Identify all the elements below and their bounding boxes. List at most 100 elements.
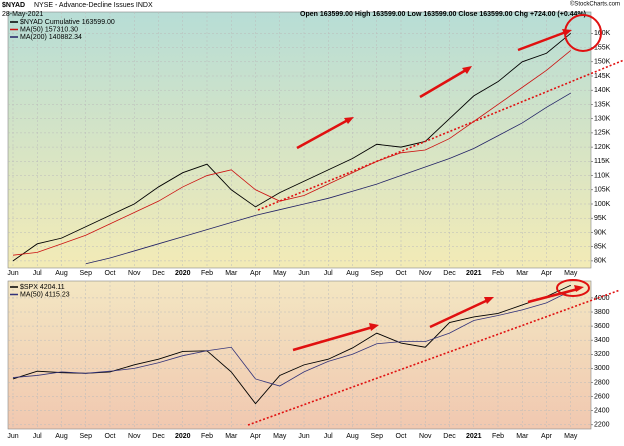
- x-tick-label: Mar: [225, 433, 238, 440]
- arrowhead: [369, 323, 379, 331]
- series-line: [12, 32, 572, 262]
- x-tick-label: Jul: [33, 270, 42, 277]
- x-tick-label: Feb: [492, 433, 504, 440]
- y-tick-label: 150K: [594, 59, 611, 66]
- y-tick-label: 2600: [594, 393, 610, 400]
- x-tick-label: Apr: [250, 433, 262, 440]
- x-tick-label: Jul: [324, 270, 333, 277]
- arrowhead: [562, 29, 572, 36]
- arrow: [419, 68, 467, 99]
- x-tick-label: Feb: [201, 433, 213, 440]
- y-tick-label: 3400: [594, 337, 610, 344]
- y-tick-label: 160K: [594, 30, 611, 37]
- y-tick-label: 135K: [594, 101, 611, 108]
- x-tick-label: 2020: [175, 433, 191, 440]
- y-tick-label: 3600: [594, 323, 610, 330]
- x-tick-label: 2021: [466, 433, 482, 440]
- series-line: [12, 290, 571, 387]
- x-tick-label: 2020: [175, 270, 191, 277]
- x-tick-label: Aug: [346, 433, 359, 440]
- highlight-circle: [556, 279, 590, 297]
- x-tick-label: May: [564, 433, 578, 440]
- panel-bottom: [7, 280, 592, 430]
- legend-label: MA(50) 4115.23: [20, 291, 70, 298]
- y-tick-label: 140K: [594, 87, 611, 94]
- quote: Open 163599.00 High 163599.00 Low 163599…: [300, 11, 586, 18]
- legend-label: $SPX 4204.11: [20, 284, 65, 291]
- y-tick-label: 110K: [594, 172, 610, 179]
- y-tick-label: 2800: [594, 379, 610, 386]
- x-tick-label: Sep: [80, 433, 93, 440]
- trend-line: [247, 289, 621, 426]
- x-tick-label: Aug: [55, 270, 68, 277]
- x-tick-label: Oct: [396, 433, 407, 440]
- y-tick-label: 4000: [594, 295, 610, 302]
- x-tick-label: Jun: [298, 433, 309, 440]
- x-tick-label: Oct: [396, 270, 407, 277]
- y-tick-label: 3000: [594, 365, 610, 372]
- x-tick-label: Nov: [128, 433, 141, 440]
- x-tick-label: Nov: [419, 433, 432, 440]
- arrowheads: [344, 29, 584, 331]
- y-tick-label: 100K: [594, 201, 611, 208]
- legend-label: MA(200) 140882.34: [20, 34, 82, 41]
- x-tick-label: Jun: [7, 433, 18, 440]
- x-tick-label: Apr: [541, 270, 553, 277]
- trend-line: [257, 59, 624, 211]
- x-tick-label: Feb: [201, 270, 213, 277]
- x-tick-label: Mar: [225, 270, 238, 277]
- x-tick-label: Aug: [346, 270, 359, 277]
- legend-label: MA(50) 157310.30: [20, 26, 78, 33]
- x-tick-label: Dec: [443, 433, 456, 440]
- arrowhead: [484, 297, 494, 304]
- series-line: [12, 284, 571, 405]
- y-tick-label: 120K: [594, 144, 611, 151]
- x-tick-label: Apr: [541, 433, 553, 440]
- y-tick-label: 105K: [594, 187, 611, 194]
- source: ©StockCharts.com: [570, 1, 620, 8]
- x-tick-label: 2021: [466, 270, 482, 277]
- arrow: [292, 325, 374, 352]
- x-tick-label: Aug: [55, 433, 68, 440]
- y-tick-label: 125K: [594, 130, 611, 137]
- y-tick-label: 90K: [594, 229, 607, 236]
- y-tick-label: 2200: [594, 422, 610, 429]
- y-tick-label: 145K: [594, 73, 611, 80]
- x-tick-label: May: [273, 270, 287, 277]
- x-tick-label: Dec: [152, 433, 165, 440]
- x-tick-label: May: [273, 433, 287, 440]
- x-tick-label: Jun: [7, 270, 18, 277]
- x-tick-label: Mar: [516, 433, 529, 440]
- series-line: [85, 92, 571, 265]
- series-line: [12, 50, 572, 256]
- y-tick-label: 155K: [594, 44, 611, 51]
- y-tick-label: 85K: [594, 244, 607, 251]
- arrow: [527, 287, 579, 304]
- x-tick-label: Nov: [419, 270, 432, 277]
- y-tick-label: 3800: [594, 309, 610, 316]
- y-tick-label: 80K: [594, 258, 607, 265]
- y-tick-label: 2400: [594, 408, 610, 415]
- panel-top: [7, 11, 592, 269]
- x-tick-label: Jun: [298, 270, 309, 277]
- y-tick-label: 3200: [594, 351, 610, 358]
- arrowhead: [344, 117, 354, 124]
- arrow: [429, 298, 489, 329]
- x-tick-label: Nov: [128, 270, 141, 277]
- arrow: [517, 30, 567, 52]
- y-tick-label: 95K: [594, 215, 607, 222]
- x-tick-label: Sep: [371, 433, 384, 440]
- x-tick-label: Apr: [250, 270, 262, 277]
- x-tick-label: Dec: [152, 270, 165, 277]
- chart-title: NYSE - Advance-Decline Issues INDX: [34, 2, 153, 9]
- x-tick-label: Feb: [492, 270, 504, 277]
- x-tick-label: Sep: [371, 270, 384, 277]
- arrow: [296, 118, 349, 150]
- x-tick-label: Oct: [105, 433, 116, 440]
- x-tick-label: Sep: [80, 270, 93, 277]
- x-tick-label: Jul: [324, 433, 333, 440]
- date: 28-May-2021: [2, 11, 43, 18]
- x-tick-label: Oct: [105, 270, 116, 277]
